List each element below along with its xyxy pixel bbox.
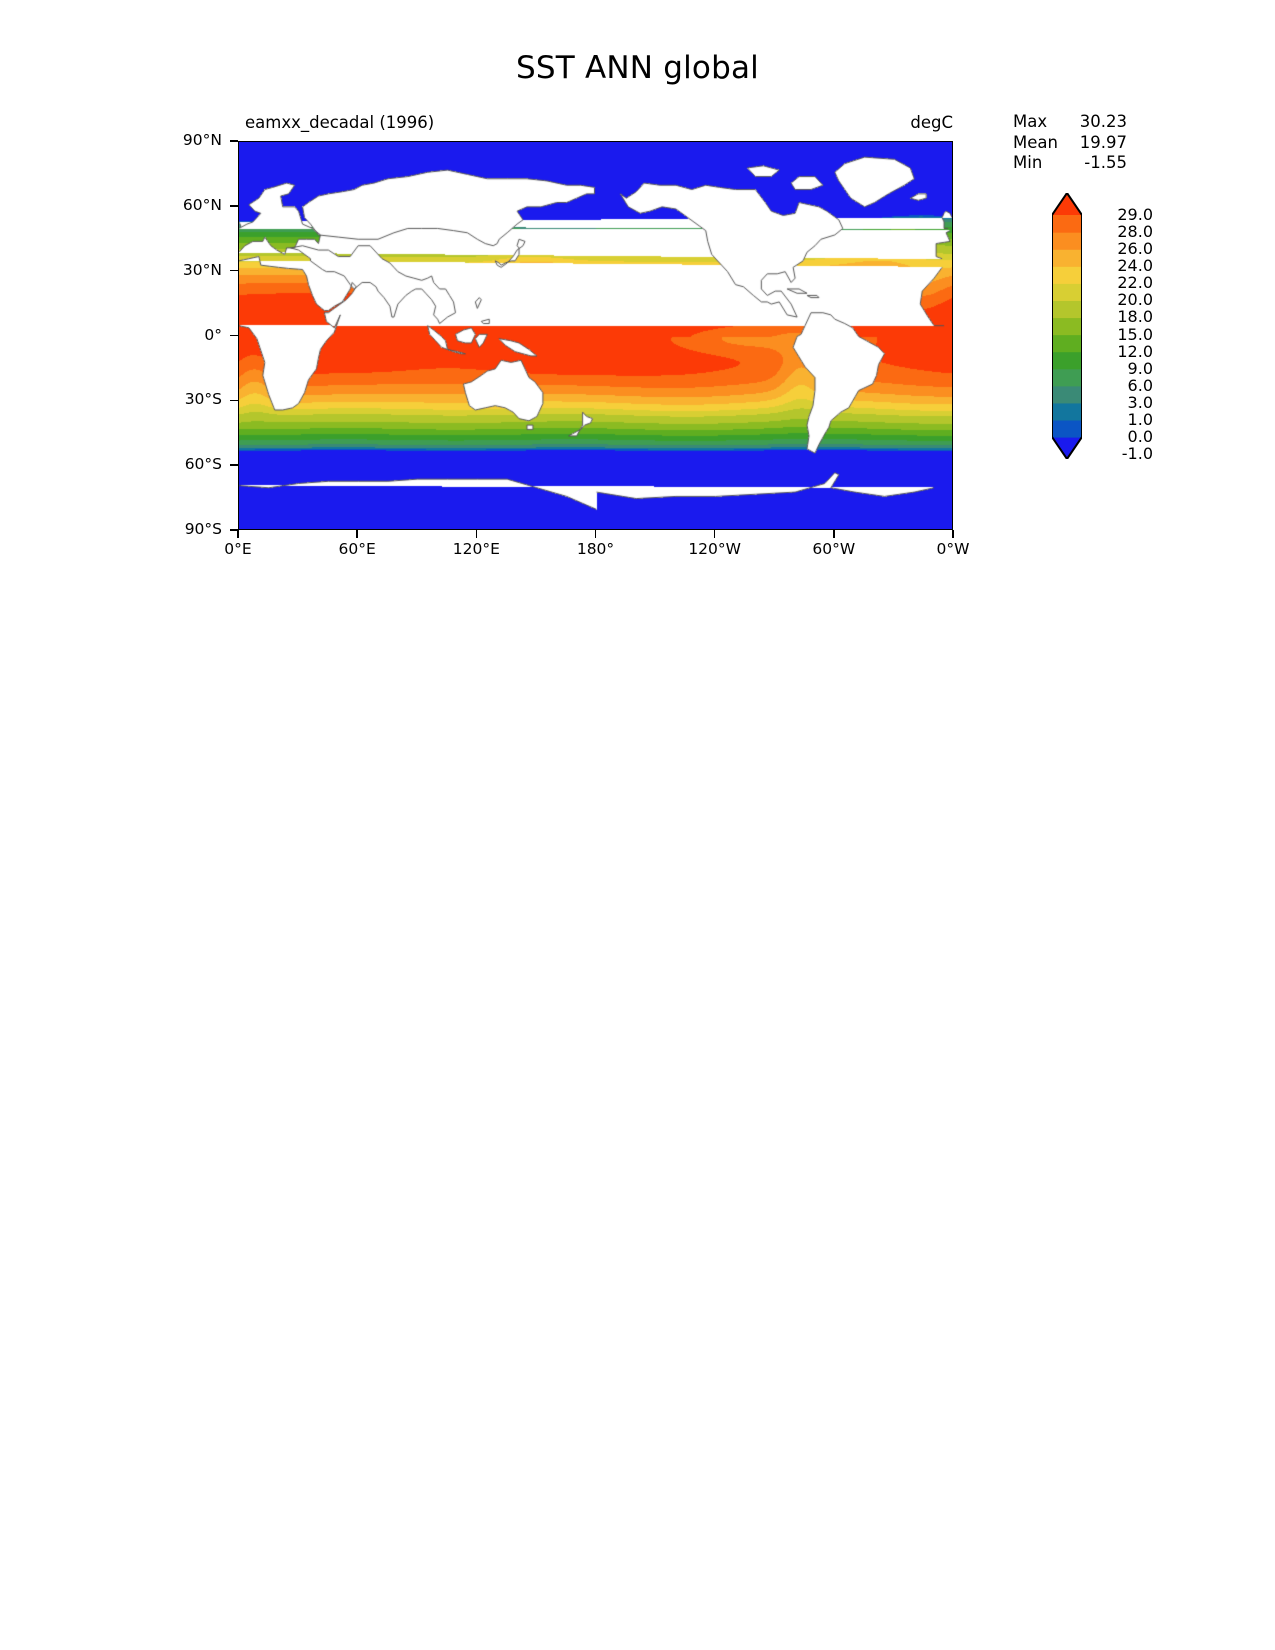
x-axis-label: 180° <box>576 540 615 558</box>
colorbar-tick-label: 1.0 <box>1127 409 1153 429</box>
y-axis-tick <box>230 334 238 337</box>
colorbar-tick-label: -1.0 <box>1121 444 1153 464</box>
colorbar-tick-label: 28.0 <box>1117 222 1153 242</box>
x-axis-label: 60°W <box>812 540 856 558</box>
stat-mean-label: Mean <box>1013 132 1058 152</box>
colorbar-tick-label: 20.0 <box>1117 290 1153 310</box>
y-axis-label: 0° <box>204 325 222 344</box>
colorbar-tick-label: 0.0 <box>1127 427 1153 446</box>
colorbar-tick-label: 18.0 <box>1117 307 1153 327</box>
colorbar-tick-labels: 29.0 28.0 26.0 24.0 22.0 20.0 18.0 15.0 12.0 9.0 6… <box>1085 193 1155 464</box>
dataset-label: eamxx_decadal (1996) <box>245 113 435 132</box>
stat-max-label: Max <box>1013 112 1048 131</box>
x-axis-tick <box>594 530 597 538</box>
stat-min-value: -1.55 <box>1084 153 1127 172</box>
y-axis-label: 90°S <box>184 520 222 538</box>
colorbar-tick-label: 15.0 <box>1117 324 1153 344</box>
x-axis-tick <box>713 530 716 538</box>
y-axis-label: 30°S <box>184 390 222 409</box>
y-axis-label: 30°N <box>182 260 222 279</box>
x-axis-label: 0°E <box>224 540 252 558</box>
colorbar <box>1052 193 1082 459</box>
y-axis-tick <box>230 399 238 402</box>
x-axis-label: 60°E <box>338 540 376 558</box>
x-axis-tick <box>952 530 954 538</box>
colorbar-tick-label: 12.0 <box>1117 341 1153 361</box>
y-axis-tick <box>230 140 238 142</box>
y-axis-label: 60°S <box>184 455 222 474</box>
x-axis-label: 120°W <box>688 540 741 558</box>
y-axis-label: 60°N <box>182 195 222 214</box>
page-title: SST ANN global <box>516 50 759 86</box>
colorbar-tick-label: 3.0 <box>1127 392 1153 412</box>
sst-contour-canvas <box>239 142 952 529</box>
stat-mean-value: 19.97 <box>1079 132 1127 152</box>
colorbar-tick-label: 29.0 <box>1117 205 1153 224</box>
x-axis-tick <box>833 530 835 538</box>
colorbar-tick-label: 6.0 <box>1127 375 1153 395</box>
y-axis-tick <box>230 205 238 207</box>
units-label: degC <box>910 113 953 132</box>
map-plot-area <box>238 141 953 530</box>
y-axis-tick <box>230 529 238 531</box>
stat-max-value: 30.23 <box>1079 112 1127 131</box>
x-axis-tick <box>356 530 358 538</box>
y-axis-tick <box>230 464 238 466</box>
x-axis-tick <box>475 530 478 538</box>
colorbar-tick-label: 26.0 <box>1117 239 1153 259</box>
colorbar-tick-label: 24.0 <box>1117 256 1153 276</box>
y-axis-label: 90°N <box>182 131 222 149</box>
statistics-block: Max 30.23 Mean 19.97 Min -1.55 <box>1013 112 1127 174</box>
x-axis-label: 0°W <box>936 540 970 558</box>
colorbar-tick-label: 9.0 <box>1127 358 1153 378</box>
x-axis-label: 120°E <box>452 540 500 558</box>
colorbar-tick-label: 22.0 <box>1117 273 1153 293</box>
y-axis-tick <box>230 269 238 272</box>
x-axis-tick <box>237 530 239 538</box>
stat-min-label: Min <box>1013 153 1043 172</box>
